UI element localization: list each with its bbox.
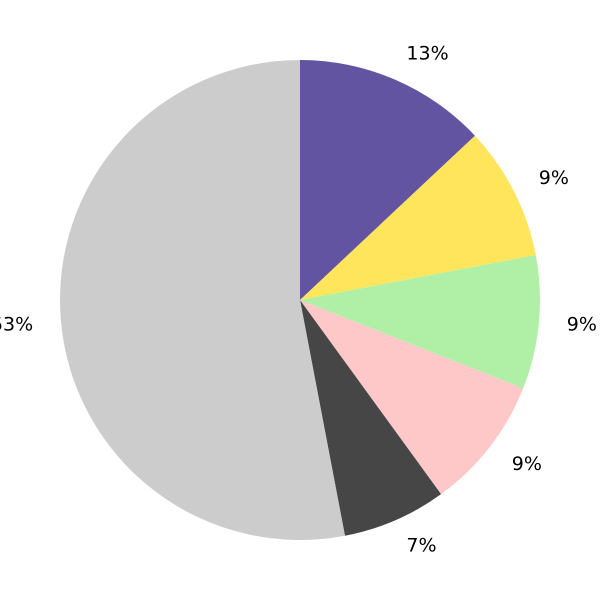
pie-slice (60, 60, 345, 540)
slice-label: 7% (406, 534, 436, 556)
pie-slice (300, 300, 442, 536)
pie-slice (300, 60, 475, 300)
pie-slice (300, 135, 536, 300)
slice-label: 9% (512, 453, 542, 475)
pie-slice (300, 300, 524, 495)
pie-slice (300, 255, 540, 389)
slice-label: 9% (567, 314, 597, 336)
slice-label: 13% (406, 43, 448, 65)
slice-label: 9% (539, 167, 569, 189)
slice-label: 53% (0, 314, 33, 336)
